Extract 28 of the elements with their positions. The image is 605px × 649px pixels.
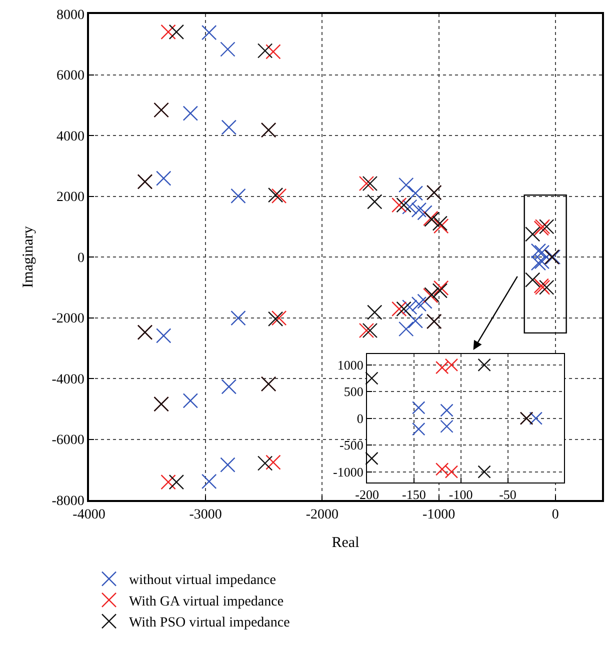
x-axis-title: Real	[332, 535, 360, 552]
y-tick-label: 500	[344, 384, 364, 400]
legend-label: without virtual impedance	[129, 573, 276, 588]
y-tick-label: -4000	[52, 372, 84, 388]
x-tick-label: -50	[499, 487, 516, 502]
y-tick-label: 6000	[56, 68, 84, 84]
y-tick-label: -6000	[52, 433, 84, 448]
y-tick-label: -500	[340, 438, 364, 453]
y-tick-label: -2000	[52, 312, 84, 327]
y-tick-label: -1000	[333, 464, 364, 480]
x-tick-label: -150	[402, 487, 426, 502]
y-tick-label: 8000	[56, 8, 84, 23]
x-tick-label: -1000	[422, 508, 456, 523]
x-tick-label: -2000	[306, 508, 339, 523]
y-tick-label: 4000	[56, 129, 84, 144]
y-tick-label: 1000	[337, 357, 364, 372]
y-tick-label: -8000	[52, 494, 84, 509]
x-tick-label: -4000	[72, 508, 106, 523]
y-tick-label: 0	[77, 250, 84, 266]
legend-label: With GA virtual impedance	[129, 594, 284, 610]
y-tick-label: 0	[356, 410, 364, 426]
x-tick-label: -200	[355, 487, 379, 502]
legend-label: With PSO virtual impedance	[129, 616, 290, 631]
x-tick-label: -3000	[189, 508, 222, 523]
x-tick-label: -100	[448, 487, 473, 502]
y-axis-title: Imaginary	[20, 226, 37, 288]
x-tick-label: 0	[552, 508, 559, 523]
y-tick-label: 2000	[56, 190, 84, 206]
